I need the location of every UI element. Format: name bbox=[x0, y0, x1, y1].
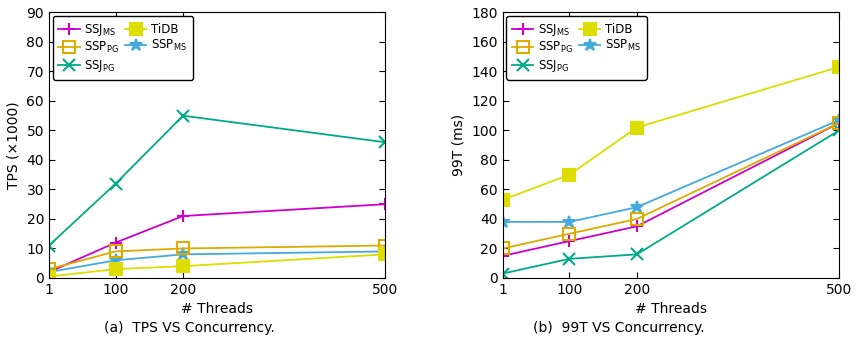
Text: (a)  TPS VS Concurrency.: (a) TPS VS Concurrency. bbox=[104, 321, 274, 335]
Legend: SSJ$_\mathrm{MS}$, SSP$_\mathrm{PG}$, SSJ$_\mathrm{PG}$, TiDB, SSP$_\mathrm{MS}$: SSJ$_\mathrm{MS}$, SSP$_\mathrm{PG}$, SS… bbox=[506, 16, 647, 80]
Legend: SSJ$_\mathrm{MS}$, SSP$_\mathrm{PG}$, SSJ$_\mathrm{PG}$, TiDB, SSP$_\mathrm{MS}$: SSJ$_\mathrm{MS}$, SSP$_\mathrm{PG}$, SS… bbox=[52, 16, 193, 80]
Y-axis label: TPS (×1000): TPS (×1000) bbox=[7, 101, 21, 189]
Y-axis label: 99T (ms): 99T (ms) bbox=[452, 114, 466, 176]
X-axis label: # Threads: # Threads bbox=[635, 302, 707, 316]
X-axis label: # Threads: # Threads bbox=[181, 302, 253, 316]
Text: (b)  99T VS Concurrency.: (b) 99T VS Concurrency. bbox=[533, 321, 704, 335]
